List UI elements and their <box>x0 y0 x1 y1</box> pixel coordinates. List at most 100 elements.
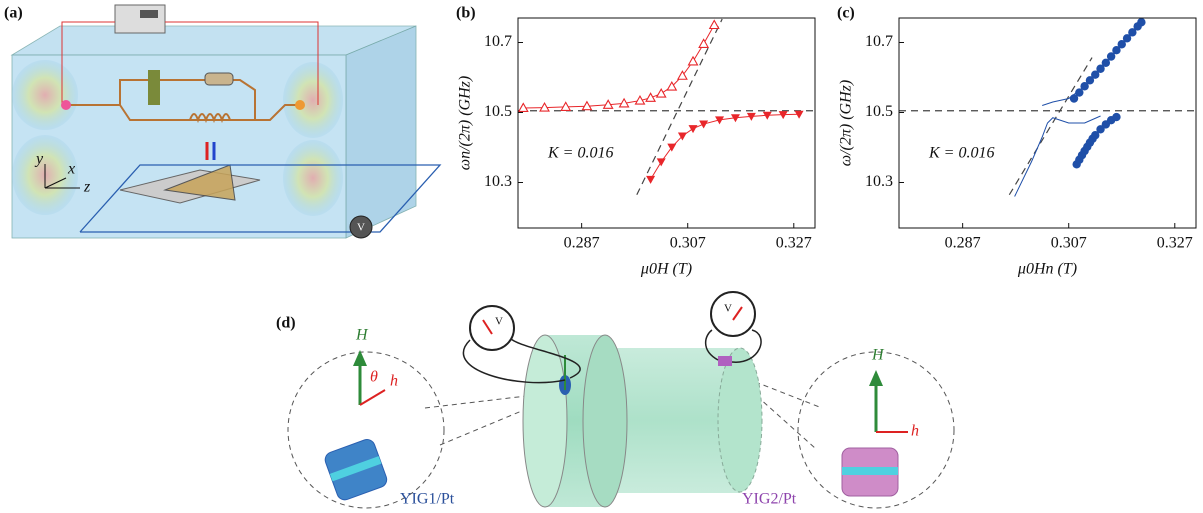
wire <box>731 329 762 363</box>
x-tick-label: 0.327 <box>1157 235 1193 252</box>
meter-needle <box>482 319 493 335</box>
wire <box>704 329 719 361</box>
generator-screen <box>140 10 158 18</box>
data-point <box>1112 46 1121 55</box>
data-point <box>730 114 740 123</box>
data-point <box>1075 88 1084 97</box>
data-point <box>1080 82 1089 91</box>
port <box>295 100 305 110</box>
data-point <box>518 102 529 112</box>
sample-label: YIG1/Pt <box>400 491 455 508</box>
cavity-side <box>345 25 417 239</box>
data-point <box>539 101 550 112</box>
data-point <box>715 116 725 125</box>
angle-label: θ <box>370 369 378 386</box>
y-tick-label: 10.3 <box>865 173 893 190</box>
data-point <box>699 120 709 129</box>
panel-label: (c) <box>837 5 855 22</box>
cylinder-end <box>717 347 763 493</box>
data-point <box>1096 125 1105 134</box>
axis-arrow <box>44 177 67 189</box>
zoom-circle <box>287 351 445 509</box>
data-point <box>634 94 646 105</box>
data-point <box>667 143 677 152</box>
panel-label: (a) <box>4 5 23 22</box>
arrow-head <box>869 370 883 386</box>
y-tick-label: 10.5 <box>484 103 512 120</box>
data-point <box>778 111 788 120</box>
data-point <box>762 111 772 120</box>
fit-line <box>650 113 800 180</box>
x-tick-label: 0.327 <box>776 235 812 252</box>
reference-line <box>636 18 723 196</box>
data-point <box>676 70 688 80</box>
field-label: H <box>871 347 885 364</box>
voltmeter <box>349 215 373 239</box>
inductor <box>189 113 231 124</box>
data-point <box>646 175 656 184</box>
data-point <box>645 92 657 102</box>
wire-loop <box>79 164 442 233</box>
field-label: h <box>911 423 919 440</box>
data-point <box>581 100 593 111</box>
signal-generator <box>114 4 166 34</box>
cylinder-cap-end <box>582 334 628 508</box>
data-point <box>1137 18 1146 27</box>
data-point <box>1091 70 1100 79</box>
data-point <box>794 110 804 119</box>
x-tick-label: 0.307 <box>1051 235 1087 252</box>
data-point <box>1122 34 1132 43</box>
zoom-line <box>729 371 823 409</box>
meter-label: V <box>495 316 503 328</box>
x-tick-label: 0.287 <box>945 235 981 252</box>
y-tick-label: 10.3 <box>484 173 512 190</box>
data-point <box>1106 52 1116 61</box>
mode-pattern <box>12 60 78 130</box>
meter-label: V <box>357 222 365 234</box>
data-point <box>1101 58 1111 67</box>
horn <box>163 164 236 201</box>
panel-d: (d) V V H θ h YIG1/Pt <box>276 291 955 509</box>
axis-name: y <box>34 151 44 168</box>
wire <box>61 21 115 105</box>
data-point <box>688 125 698 134</box>
field-arrow <box>359 389 386 406</box>
pt-strip <box>842 467 898 475</box>
x-tick-label: 0.287 <box>564 235 600 252</box>
panel-a: (a) V y x z <box>4 4 442 239</box>
mode-pattern <box>283 62 343 138</box>
resistor <box>204 72 234 86</box>
data-point <box>602 99 614 109</box>
data-point <box>1069 94 1079 103</box>
voltmeter <box>469 305 515 351</box>
plot-area <box>518 18 815 196</box>
data-point <box>687 55 699 66</box>
cylinder-cap-face <box>522 334 568 508</box>
yig2-sample <box>718 356 732 366</box>
voltmeter <box>710 291 756 337</box>
data-point <box>656 158 666 167</box>
capacitor <box>148 70 160 105</box>
y-tick-label: 10.7 <box>484 33 512 50</box>
mode-pattern <box>283 140 343 216</box>
data-point <box>708 19 720 30</box>
y-tick-label: 10.5 <box>865 103 893 120</box>
sample-label: YIG2/Pt <box>742 491 797 508</box>
meter-needle <box>732 306 743 321</box>
plot-area <box>899 18 1196 197</box>
wire <box>462 339 566 384</box>
panel-label: (d) <box>276 315 296 332</box>
axis-name: x <box>67 161 75 178</box>
x-tick-label: 0.307 <box>670 235 706 252</box>
port <box>61 100 71 110</box>
data-point <box>1085 76 1095 85</box>
data-point <box>677 132 687 141</box>
field-label: h <box>390 373 398 390</box>
wire <box>165 21 319 105</box>
data-point <box>618 97 630 108</box>
data-point <box>655 87 667 98</box>
annotation: K = 0.016 <box>547 145 613 162</box>
plot-frame <box>898 17 1197 229</box>
x-axis-label: μ0Hn (T) <box>1017 261 1077 278</box>
